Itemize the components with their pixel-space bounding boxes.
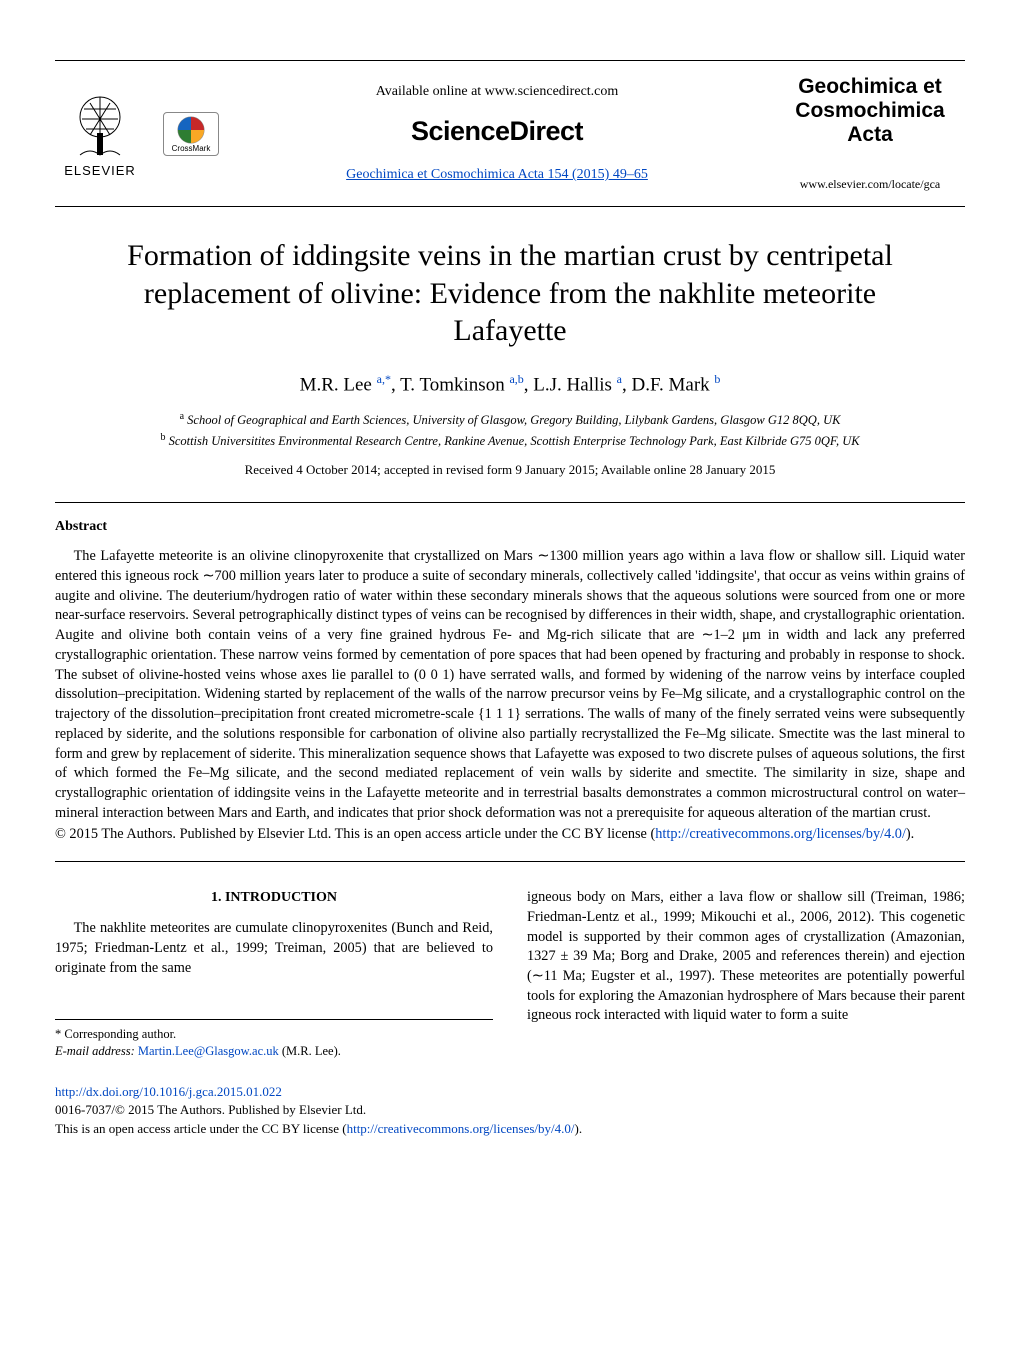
journal-reference-link[interactable]: Geochimica et Cosmochimica Acta 154 (201… bbox=[346, 167, 648, 182]
intro-left-column: 1. INTRODUCTION The nakhlite meteorites … bbox=[55, 888, 493, 1060]
footer-copyright: 0016-7037/© 2015 The Authors. Published … bbox=[55, 1102, 366, 1117]
corresponding-email-line: E-mail address: Martin.Lee@Glasgow.ac.uk… bbox=[55, 1043, 493, 1061]
journal-title-line3: Acta bbox=[847, 123, 893, 146]
crossmark-label: CrossMark bbox=[172, 144, 211, 153]
footer-license-link[interactable]: http://creativecommons.org/licenses/by/4… bbox=[347, 1121, 575, 1136]
intro-two-column: 1. INTRODUCTION The nakhlite meteorites … bbox=[55, 888, 965, 1060]
header-right: Geochimica et Cosmochimica Acta www.else… bbox=[775, 75, 965, 192]
affiliation-a-text: School of Geographical and Earth Science… bbox=[187, 413, 840, 427]
affiliation-a: a School of Geographical and Earth Scien… bbox=[85, 410, 935, 429]
elsevier-label: ELSEVIER bbox=[64, 163, 136, 178]
license-link[interactable]: http://creativecommons.org/licenses/by/4… bbox=[655, 826, 906, 842]
authors-line: M.R. Lee a,*, T. Tomkinson a,b, L.J. Hal… bbox=[55, 372, 965, 396]
license-line: © 2015 The Authors. Published by Elsevie… bbox=[55, 825, 965, 845]
received-dates: Received 4 October 2014; accepted in rev… bbox=[55, 462, 965, 478]
abstract-body: The Lafayette meteorite is an olivine cl… bbox=[55, 547, 965, 823]
available-online-text: Available online at www.sciencedirect.co… bbox=[227, 84, 767, 100]
rule-above-abstract bbox=[55, 502, 965, 503]
journal-homepage: www.elsevier.com/locate/gca bbox=[775, 177, 965, 192]
corresponding-marker: * Corresponding author. bbox=[55, 1026, 493, 1044]
doi-link[interactable]: http://dx.doi.org/10.1016/j.gca.2015.01.… bbox=[55, 1084, 282, 1099]
elsevier-tree-icon bbox=[64, 89, 136, 161]
abstract-heading: Abstract bbox=[55, 519, 965, 535]
affiliation-b: b Scottish Universitites Environmental R… bbox=[85, 431, 935, 450]
footer-license-pre: This is an open access article under the… bbox=[55, 1121, 347, 1136]
crossmark-icon bbox=[177, 116, 205, 144]
sciencedirect-logo: ScienceDirect bbox=[227, 116, 767, 147]
rule-below-abstract bbox=[55, 861, 965, 862]
crossmark-badge[interactable]: CrossMark bbox=[163, 112, 219, 156]
corresponding-name: (M.R. Lee). bbox=[282, 1044, 341, 1058]
corresponding-email-link[interactable]: Martin.Lee@Glasgow.ac.uk bbox=[138, 1044, 279, 1058]
journal-title-line1: Geochimica et bbox=[798, 75, 942, 98]
article-title: Formation of iddingsite veins in the mar… bbox=[105, 237, 915, 350]
article-header: ELSEVIER CrossMark Available online at w… bbox=[55, 60, 965, 207]
page-footer: http://dx.doi.org/10.1016/j.gca.2015.01.… bbox=[55, 1083, 965, 1140]
license-pre: © 2015 The Authors. Published by Elsevie… bbox=[55, 826, 655, 842]
footer-license-post: ). bbox=[575, 1121, 583, 1136]
intro-right-column: igneous body on Mars, either a lava flow… bbox=[527, 888, 965, 1060]
intro-right-paragraph: igneous body on Mars, either a lava flow… bbox=[527, 888, 965, 1026]
elsevier-logo: ELSEVIER bbox=[55, 89, 145, 178]
journal-title-line2: Cosmochimica bbox=[795, 99, 944, 122]
journal-title: Geochimica et Cosmochimica Acta bbox=[775, 75, 965, 147]
affiliation-b-text: Scottish Universitites Environmental Res… bbox=[169, 434, 860, 448]
section-1-heading: 1. INTRODUCTION bbox=[55, 888, 493, 907]
corresponding-author-block: * Corresponding author. E-mail address: … bbox=[55, 1019, 493, 1061]
license-post: ). bbox=[906, 826, 914, 842]
header-left: ELSEVIER CrossMark bbox=[55, 89, 219, 178]
email-label: E-mail address: bbox=[55, 1044, 135, 1058]
intro-left-paragraph: The nakhlite meteorites are cumulate cli… bbox=[55, 919, 493, 978]
header-center: Available online at www.sciencedirect.co… bbox=[219, 84, 775, 183]
